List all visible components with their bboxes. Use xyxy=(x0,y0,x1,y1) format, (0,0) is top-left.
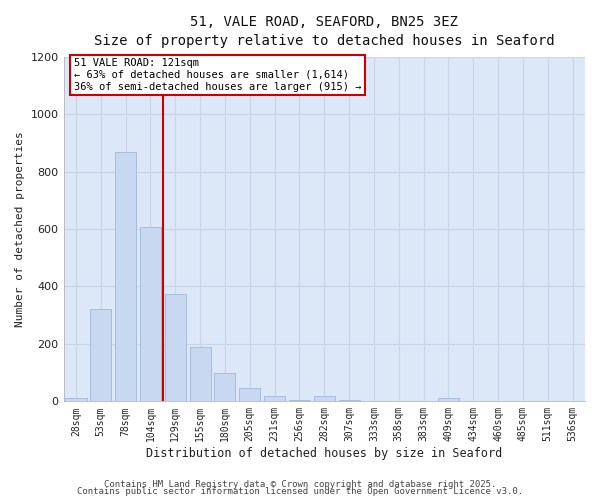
X-axis label: Distribution of detached houses by size in Seaford: Distribution of detached houses by size … xyxy=(146,447,502,460)
Y-axis label: Number of detached properties: Number of detached properties xyxy=(15,131,25,327)
Bar xyxy=(165,294,186,402)
Bar xyxy=(115,152,136,402)
Bar xyxy=(338,400,359,402)
Bar xyxy=(65,398,86,402)
Text: Contains HM Land Registry data © Crown copyright and database right 2025.: Contains HM Land Registry data © Crown c… xyxy=(104,480,496,489)
Bar xyxy=(264,396,285,402)
Bar xyxy=(214,372,235,402)
Title: 51, VALE ROAD, SEAFORD, BN25 3EZ
Size of property relative to detached houses in: 51, VALE ROAD, SEAFORD, BN25 3EZ Size of… xyxy=(94,15,554,48)
Bar xyxy=(438,398,459,402)
Bar xyxy=(314,396,335,402)
Text: 51 VALE ROAD: 121sqm
← 63% of detached houses are smaller (1,614)
36% of semi-de: 51 VALE ROAD: 121sqm ← 63% of detached h… xyxy=(74,58,361,92)
Bar xyxy=(140,226,161,402)
Bar xyxy=(289,400,310,402)
Text: Contains public sector information licensed under the Open Government Licence v3: Contains public sector information licen… xyxy=(77,487,523,496)
Bar xyxy=(90,308,112,402)
Bar xyxy=(239,388,260,402)
Bar xyxy=(190,348,211,402)
